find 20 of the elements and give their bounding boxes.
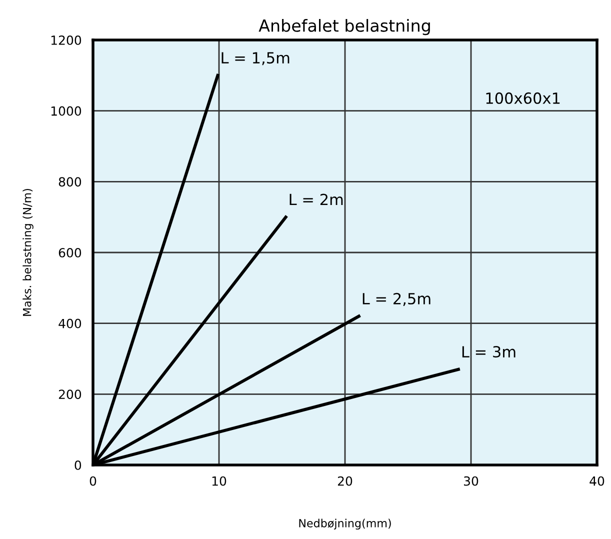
y-tick-label: 0 <box>74 460 82 470</box>
y-tick-label: 1200 <box>51 35 82 45</box>
annotation: 100x60x1 <box>486 92 560 104</box>
x-tick-label: 30 <box>464 476 478 486</box>
y-tick-label: 1000 <box>51 106 82 116</box>
x-axis-title: Nedbøjning(mm) <box>299 518 391 530</box>
series-label: L = 3m <box>462 346 516 358</box>
series-label: L = 2m <box>290 194 343 206</box>
y-tick-label: 800 <box>58 177 82 187</box>
y-tick-label: 400 <box>58 318 82 328</box>
chart-title: Anbefalet belastning <box>258 19 430 36</box>
y-tick-label: 200 <box>58 390 82 400</box>
x-tick-label: 0 <box>90 476 96 486</box>
x-tick-label: 20 <box>338 476 352 486</box>
x-tick-label: 40 <box>590 476 604 486</box>
y-tick-label: 600 <box>58 248 82 258</box>
y-axis-title: Maks. belastning (N/m) <box>22 188 34 316</box>
series-label: L = 2,5m <box>362 292 430 306</box>
series-label: L = 1,5m <box>222 52 290 66</box>
x-tick-label: 10 <box>212 476 226 486</box>
